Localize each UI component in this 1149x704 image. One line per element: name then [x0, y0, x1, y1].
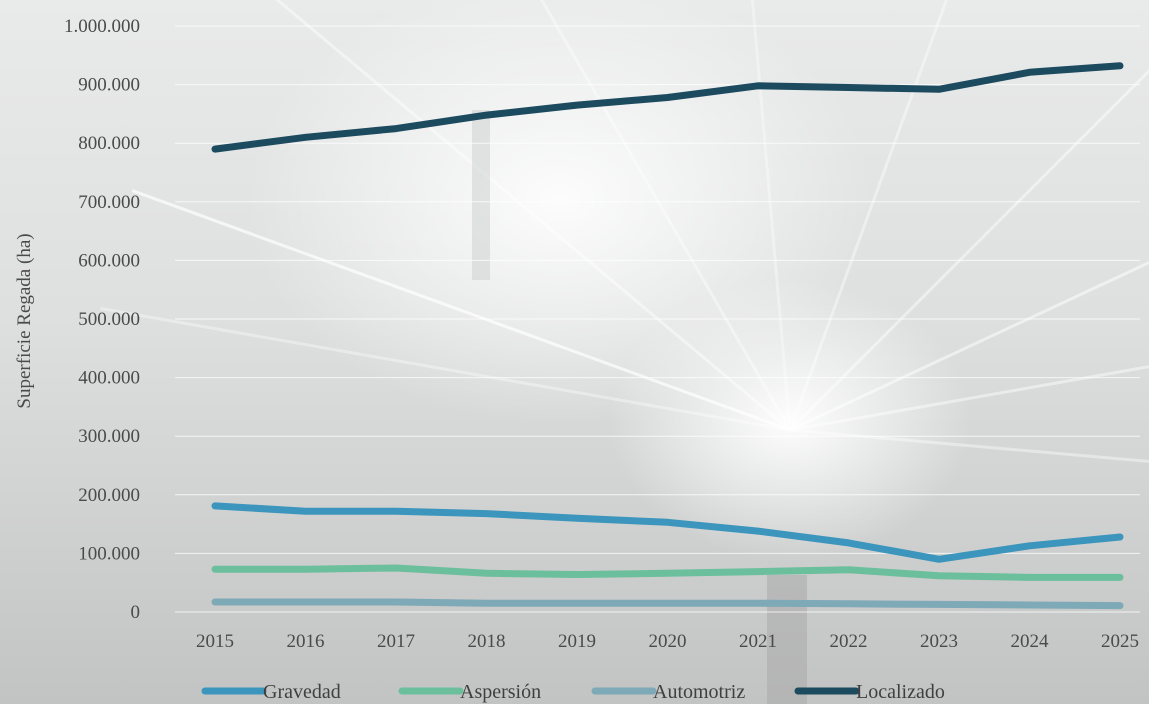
x-tick-label: 2015	[196, 631, 234, 652]
spray-streak-4	[788, 0, 949, 431]
x-tick-label: 2016	[287, 631, 325, 652]
y-tick-label: 500.000	[78, 309, 140, 330]
sprinkler-post-distant	[472, 110, 490, 280]
y-axis-ticks: 0 100.000 200.000 300.000 400.000 500.000 600.…	[64, 16, 140, 623]
legend-label: Automotriz	[653, 681, 745, 703]
y-tick-label: 200.000	[78, 485, 140, 506]
spray-streak-1	[275, 0, 791, 432]
y-tick-label: 300.000	[78, 426, 140, 447]
x-tick-label: 2020	[649, 631, 687, 652]
x-tick-label: 2019	[558, 631, 596, 652]
y-tick-label: 700.000	[78, 192, 140, 213]
series-line-automotriz	[211, 598, 1124, 610]
y-tick-label: 400.000	[78, 368, 140, 389]
spray-streak-7	[789, 365, 1149, 432]
x-tick-label: 2024	[1011, 631, 1050, 652]
y-tick-label: 1.000.000	[64, 16, 140, 37]
spray-streak-0	[131, 189, 791, 432]
legend: Gravedad Aspersión Automotriz Localizado	[201, 681, 945, 703]
x-tick-label: 2025	[1101, 631, 1139, 652]
x-tick-label: 2017	[377, 631, 415, 652]
spray-streak-6	[789, 260, 1149, 432]
x-tick-label: 2018	[468, 631, 506, 652]
spray-streak-5	[788, 68, 1149, 432]
spray-streak-3	[750, 0, 792, 431]
x-axis-ticks: 2015 2016 2017 2018 2019 2020 2021 2022 2023 2024…	[196, 631, 1139, 652]
legend-label: Aspersión	[460, 681, 541, 703]
y-axis-title: Superficie Regada (ha)	[14, 233, 35, 408]
spray-streak-10	[131, 189, 791, 432]
series-line-localizado	[211, 62, 1124, 153]
spray-streak-9	[100, 306, 791, 432]
x-tick-label: 2022	[830, 631, 868, 652]
x-tick-label: 2023	[920, 631, 958, 652]
legend-label: Localizado	[856, 681, 945, 703]
y-tick-label: 800.000	[78, 133, 140, 154]
y-tick-label: 600.000	[78, 250, 140, 271]
series-line-gravedad	[211, 502, 1124, 563]
sprinkler-post	[767, 575, 807, 704]
gridlines	[175, 25, 1140, 613]
x-tick-label: 2021	[739, 631, 777, 652]
legend-label: Gravedad	[263, 681, 341, 703]
spray-streak-8	[789, 428, 1149, 463]
spray-streak-2	[540, 0, 792, 431]
y-tick-label: 900.000	[78, 75, 140, 96]
series-lines	[211, 62, 1124, 610]
y-tick-label: 100.000	[78, 543, 140, 564]
y-tick-label: 0	[131, 602, 141, 623]
background-spray	[100, 0, 1149, 704]
series-line-aspersión	[211, 564, 1124, 581]
